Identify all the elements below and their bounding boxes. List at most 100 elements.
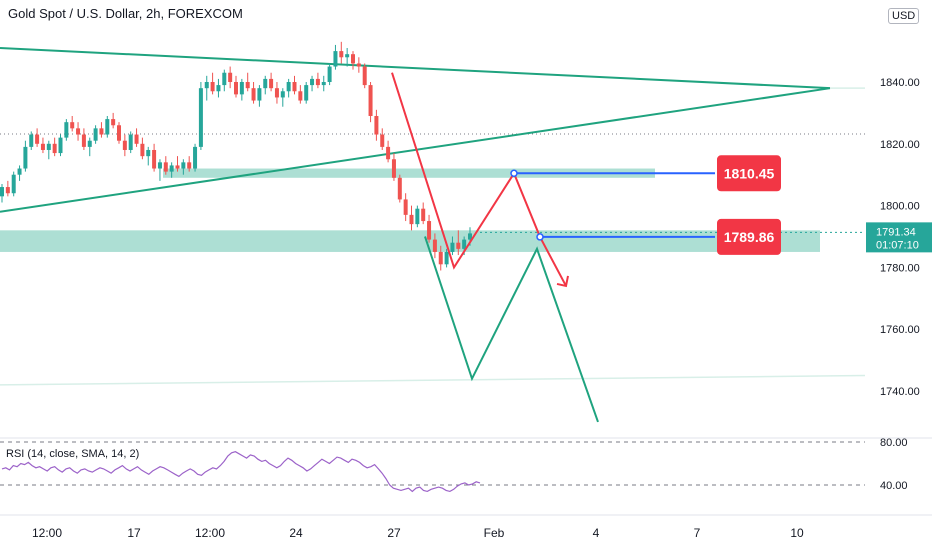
candle-body <box>286 82 291 92</box>
candle-body <box>11 174 16 194</box>
red-arrow-head <box>556 275 569 288</box>
candle-body <box>187 162 192 169</box>
trend-line <box>0 47 831 90</box>
current-price-countdown: 01:07:10 <box>876 239 919 251</box>
candle-body <box>269 78 274 89</box>
x-axis-tick-label: 7 <box>694 526 701 540</box>
candle-body <box>427 221 432 240</box>
candle-body <box>222 72 227 86</box>
candle-body <box>52 143 57 154</box>
candle-body <box>245 82 250 89</box>
candle-body <box>292 82 297 92</box>
candle-body <box>239 82 244 95</box>
price-tag-box <box>717 155 781 192</box>
candle-body <box>81 134 86 147</box>
candle-body <box>204 82 209 89</box>
trend-line <box>0 87 831 213</box>
currency-button[interactable]: USD <box>888 8 920 24</box>
price-tag-box <box>717 218 781 255</box>
candle-body <box>304 85 309 101</box>
candle-body <box>58 137 63 154</box>
candle-body <box>444 251 449 265</box>
price-tag-label: 1810.45 <box>724 165 775 181</box>
candle-body <box>181 162 186 169</box>
x-axis-tick-label: 4 <box>593 526 600 540</box>
candle-body <box>351 54 355 64</box>
candle-body <box>374 115 379 135</box>
candle-body <box>432 239 437 252</box>
candle-body <box>0 187 4 197</box>
candle-body <box>415 208 420 225</box>
candle-body <box>257 88 262 101</box>
candle-body <box>76 128 81 135</box>
candle-body <box>146 149 151 157</box>
y-axis-tick-label: 1740.00 <box>880 386 920 398</box>
candle-body <box>46 143 51 150</box>
x-axis-tick-label: 12:00 <box>32 526 62 540</box>
x-axis-tick-label: 10 <box>790 526 804 540</box>
candle-body <box>140 143 145 157</box>
candle-body <box>134 134 139 144</box>
x-axis-tick-label: 12:00 <box>195 526 225 540</box>
candle-body <box>111 119 116 126</box>
candle-body <box>99 128 104 135</box>
candle-body <box>64 122 69 138</box>
candle-body <box>409 214 414 225</box>
candle-body <box>391 159 396 178</box>
candle-body <box>345 54 350 58</box>
candle-body <box>122 140 127 150</box>
candle-body <box>216 85 221 92</box>
candle-body <box>450 242 455 252</box>
candle-body <box>403 199 408 215</box>
candle-body <box>87 140 92 147</box>
candle-body <box>456 242 461 249</box>
candle-body <box>228 72 233 82</box>
candle-body <box>117 125 121 141</box>
x-axis-tick-label: Feb <box>484 526 505 540</box>
candle-body <box>397 177 402 200</box>
candle-body <box>210 82 215 92</box>
candle-body <box>333 51 338 67</box>
candle-body <box>356 63 361 67</box>
support-zone <box>163 168 655 178</box>
candle-body <box>70 122 75 129</box>
x-axis-tick-label: 17 <box>127 526 141 540</box>
candle-body <box>315 78 320 86</box>
candle-body <box>310 78 315 86</box>
candle-body <box>29 134 34 147</box>
candle-body <box>193 146 198 169</box>
y-axis-tick-label: 1820.00 <box>880 139 920 151</box>
candle-body <box>105 119 110 135</box>
chart-title: Gold Spot / U.S. Dollar, 2h, FOREXCOM <box>8 6 243 21</box>
price-level-anchor <box>510 169 518 178</box>
rsi-line <box>1 451 481 493</box>
y-axis-tick-label: 1840.00 <box>880 77 920 89</box>
candle-body <box>421 208 426 222</box>
rsi-tick-label: 40.00 <box>880 480 908 492</box>
candle-body <box>468 233 472 240</box>
candle-body <box>339 51 344 58</box>
candle-body <box>234 82 238 95</box>
candle-body <box>93 128 98 141</box>
candle-body <box>163 162 168 172</box>
candle-body <box>327 66 332 82</box>
rsi-tick-label: 80.00 <box>880 437 908 449</box>
candle-body <box>263 78 268 89</box>
projection-path-red <box>391 72 567 287</box>
current-price-value: 1791.34 <box>876 226 916 238</box>
current-price-tag <box>866 222 932 253</box>
candle-body <box>17 168 22 175</box>
candle-body <box>462 239 467 249</box>
x-axis-tick-label: 27 <box>387 526 401 540</box>
y-axis-tick-label: 1780.00 <box>880 262 920 274</box>
candle-body <box>386 146 391 160</box>
support-zone <box>0 230 820 252</box>
candle-body <box>438 251 443 265</box>
candle-body <box>157 162 162 169</box>
candle-body <box>23 146 28 169</box>
candle-body <box>5 187 10 194</box>
candle-body <box>274 88 279 98</box>
candle-body <box>128 134 133 150</box>
